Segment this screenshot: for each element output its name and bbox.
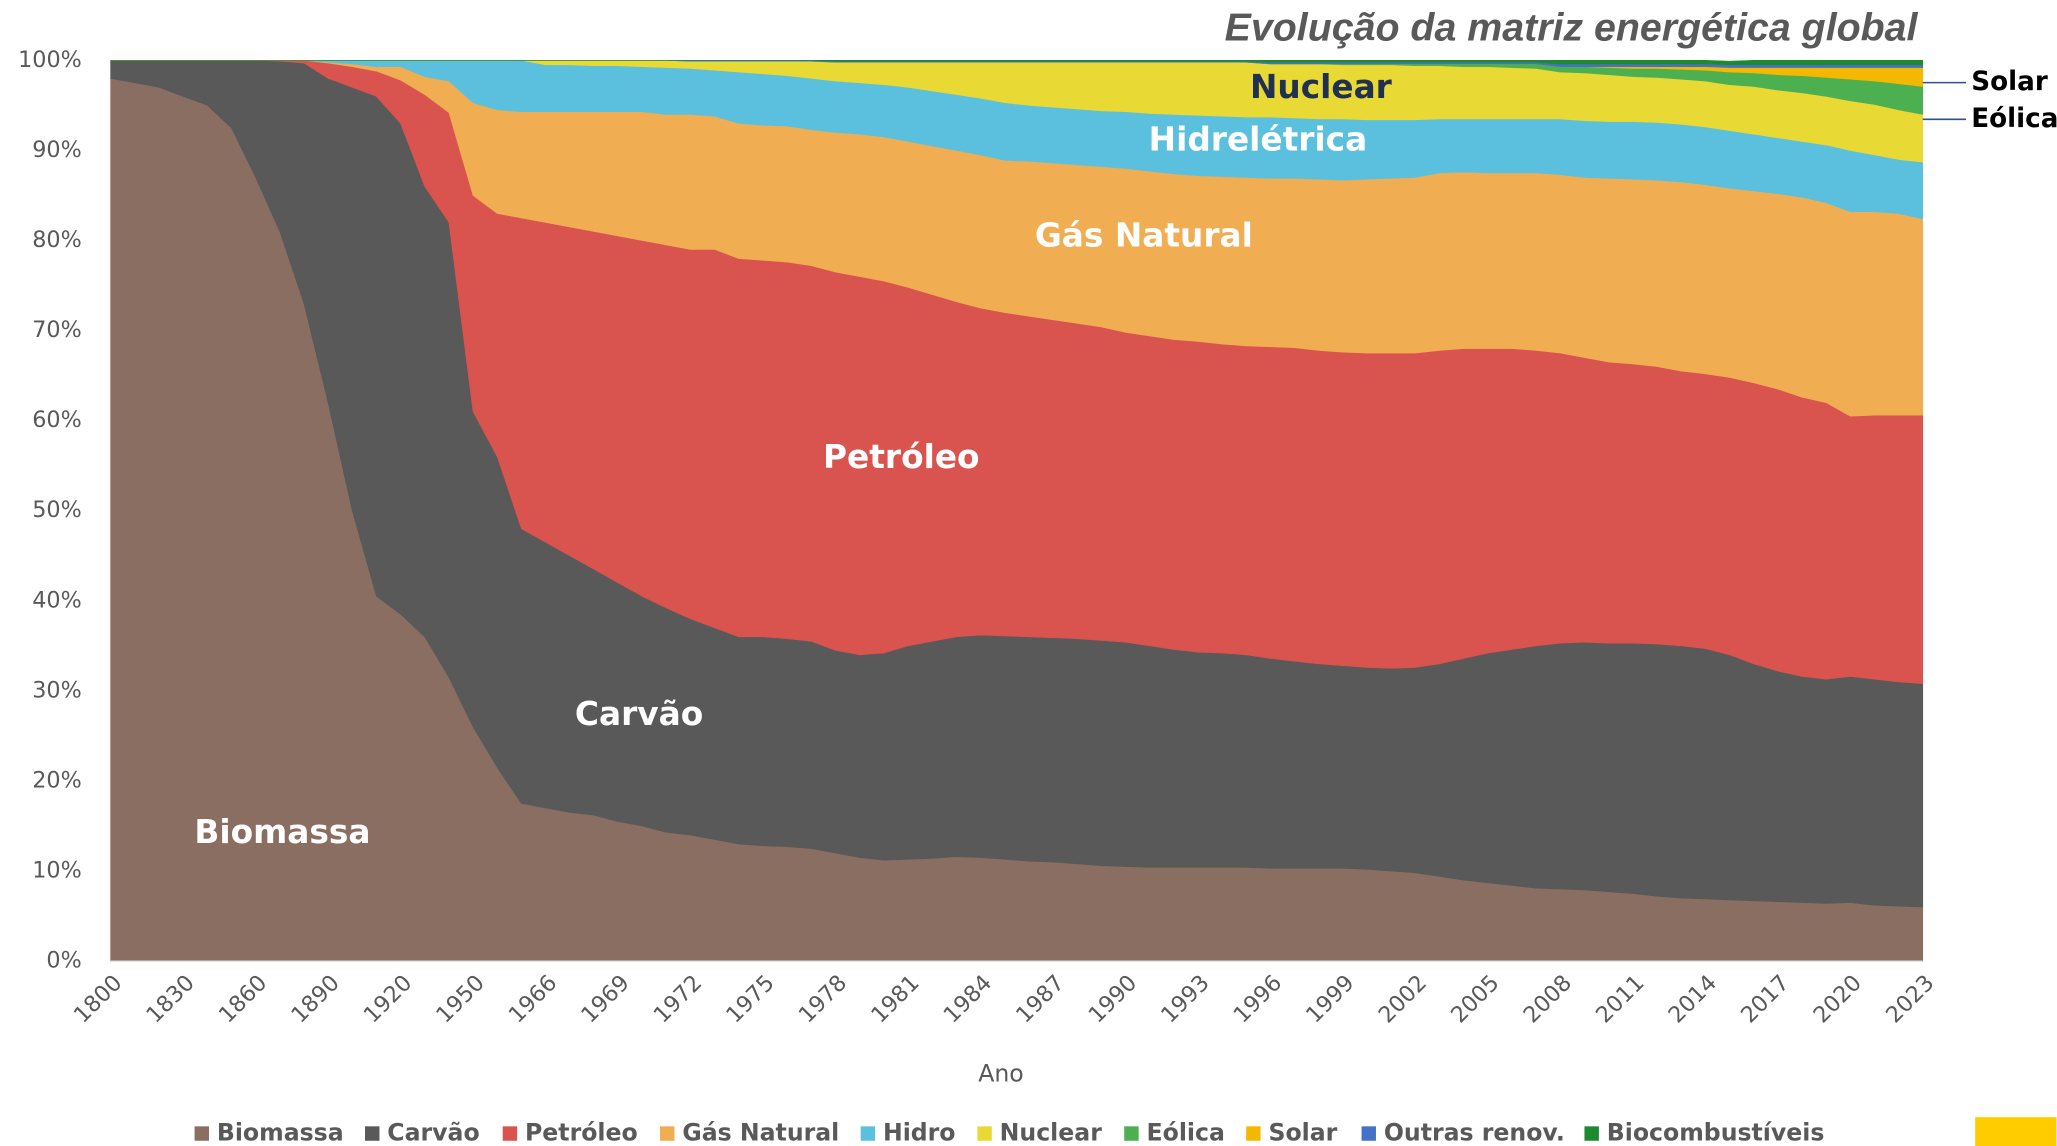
area-label: Eólica [1971, 104, 2057, 134]
x-tick-label: 1800 [69, 970, 127, 1028]
y-tick-label: 60% [32, 407, 82, 433]
legend-label: Eólica [1147, 1119, 1225, 1146]
legend-swatch [1584, 1126, 1599, 1141]
y-tick-label: 40% [32, 587, 82, 613]
y-tick-label: 50% [32, 497, 82, 523]
legend-label: Petróleo [525, 1119, 638, 1146]
x-tick-label: 1990 [1084, 970, 1142, 1028]
x-tick-label: 1978 [794, 970, 852, 1028]
y-tick-label: 20% [32, 767, 82, 793]
x-tick-label: 2017 [1736, 970, 1794, 1028]
area-label: Biomassa [194, 813, 370, 851]
x-tick-label: 1981 [866, 970, 924, 1028]
area-label: Hidrelétrica [1149, 121, 1368, 159]
legend-label: Hidro [883, 1119, 956, 1146]
x-tick-label: 2020 [1808, 970, 1866, 1028]
x-tick-label: 2008 [1519, 970, 1577, 1028]
x-tick-label: 1993 [1156, 970, 1214, 1028]
legend-swatch [660, 1126, 675, 1141]
legend-swatch [502, 1126, 518, 1141]
x-tick-label: 1830 [141, 970, 199, 1028]
area-label: Nuclear [1250, 68, 1393, 106]
x-tick-label: 1860 [214, 970, 272, 1028]
area-9 [110, 59, 1924, 66]
legend-label: Outras renov. [1384, 1119, 1565, 1146]
y-tick-label: 10% [32, 858, 82, 884]
x-tick-label: 1890 [286, 970, 344, 1028]
x-tick-label: 2005 [1446, 970, 1504, 1028]
legend-swatch [1246, 1126, 1261, 1141]
x-tick-label: 1972 [649, 970, 707, 1028]
area-label: Gás Natural [1035, 216, 1253, 254]
x-tick-label: 1920 [359, 970, 417, 1028]
y-tick-label: 90% [32, 137, 82, 163]
area-label: Petróleo [823, 438, 980, 476]
x-tick-label: 2002 [1374, 970, 1432, 1028]
x-tick-label: 1969 [576, 970, 634, 1028]
area-label: Solar [1971, 67, 2048, 97]
y-tick-label: 100% [18, 47, 82, 73]
chart-title: Evolução da matriz energética global [1225, 6, 1919, 50]
x-tick-label: 1984 [939, 970, 997, 1028]
x-axis-title: Ano [978, 1060, 1024, 1088]
area-label: Carvão [575, 695, 703, 733]
x-tick-label: 1999 [1301, 970, 1359, 1028]
legend-label: Biocombustíveis [1607, 1119, 1825, 1146]
y-tick-label: 70% [32, 317, 82, 343]
legend-label: Solar [1268, 1119, 1337, 1146]
x-tick-label: 1987 [1011, 970, 1069, 1028]
legend-swatch [977, 1126, 992, 1141]
legend-swatch [365, 1126, 380, 1141]
x-tick-label: 2023 [1881, 970, 1939, 1028]
legend-label: Biomassa [217, 1119, 344, 1146]
x-tick-label: 1975 [721, 970, 779, 1028]
y-tick-label: 30% [32, 677, 82, 703]
legend-swatch [1361, 1126, 1376, 1141]
legend-label: Gás Natural [682, 1119, 839, 1146]
x-tick-label: 2011 [1591, 970, 1649, 1028]
legend-label: Nuclear [1000, 1119, 1103, 1146]
x-tick-label: 1966 [504, 970, 562, 1028]
y-tick-label: 0% [46, 948, 81, 974]
x-tick-label: 2014 [1664, 970, 1722, 1028]
legend-swatch [860, 1126, 876, 1141]
y-tick-label: 80% [32, 227, 82, 253]
x-tick-label: 1950 [431, 970, 489, 1028]
legend-swatch [194, 1126, 209, 1141]
legend-label: Carvão [387, 1119, 479, 1146]
x-tick-label: 1996 [1229, 970, 1287, 1028]
legend-swatch [1124, 1126, 1139, 1141]
corner-badge [1975, 1117, 2057, 1146]
